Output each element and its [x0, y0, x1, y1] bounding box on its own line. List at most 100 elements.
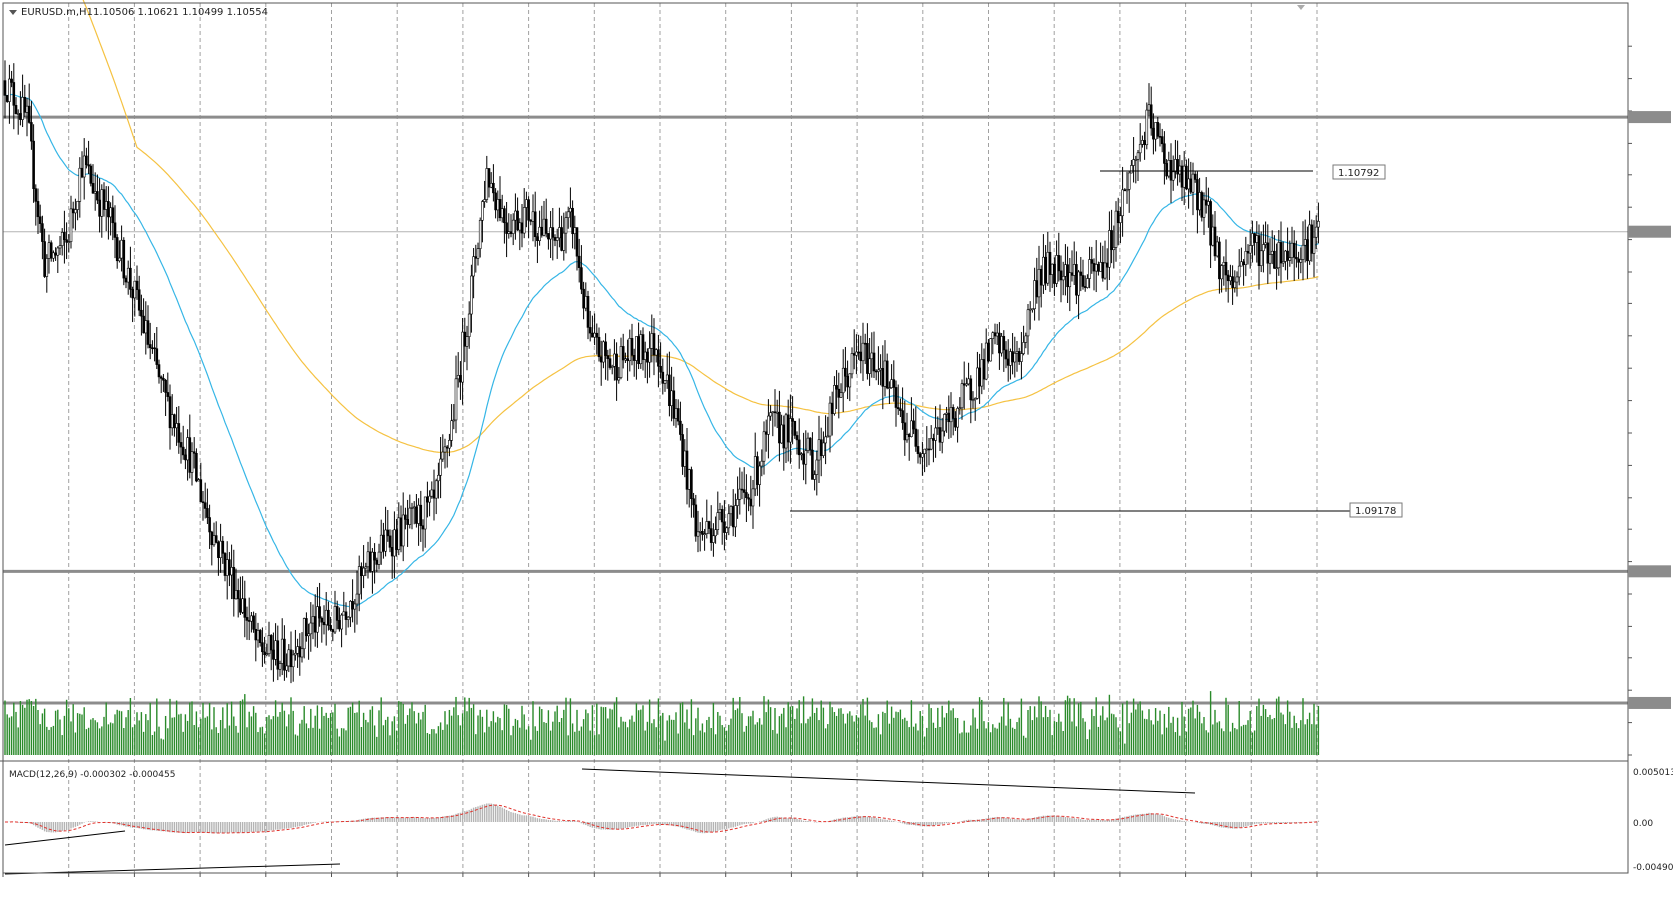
candle	[164, 378, 167, 417]
candle-body	[943, 414, 946, 432]
candle	[450, 404, 453, 447]
candle-body	[525, 199, 528, 208]
candle-body	[472, 256, 475, 277]
candle-body	[21, 97, 24, 120]
candle-body	[258, 630, 262, 644]
candle-body	[1121, 189, 1124, 217]
candle-body	[428, 495, 431, 503]
lower-level-label-box	[1349, 502, 1403, 518]
candle	[316, 587, 319, 648]
candle-body	[1312, 236, 1316, 254]
candle-body	[1286, 250, 1289, 261]
candle	[885, 353, 889, 390]
candle-body	[1297, 258, 1300, 263]
candle	[1149, 86, 1153, 136]
candle-body	[294, 652, 297, 656]
candle-body	[1308, 224, 1311, 262]
candle	[1220, 264, 1223, 293]
candle-body	[1033, 280, 1036, 310]
candle-body	[562, 232, 566, 251]
candle-body	[793, 420, 797, 436]
candle-body	[399, 517, 403, 547]
candle-body	[478, 219, 482, 249]
candle-body	[1059, 270, 1063, 281]
candle-body	[573, 227, 577, 235]
candle-body	[1147, 104, 1151, 111]
candle-body	[243, 598, 247, 618]
candle-body	[760, 460, 764, 467]
candle-body	[855, 351, 858, 356]
candle	[357, 555, 361, 612]
candle-body	[800, 453, 803, 456]
collapse-triangle-icon[interactable]	[9, 10, 17, 15]
candle-body	[82, 155, 86, 178]
candle-body	[36, 201, 40, 218]
candle	[562, 212, 566, 261]
shift-marker-icon[interactable]	[1297, 5, 1305, 10]
candle-body	[1026, 309, 1030, 337]
candle	[69, 195, 73, 249]
candle-body	[980, 359, 984, 387]
candle	[588, 310, 592, 342]
candle-body	[311, 616, 315, 624]
candle-body	[324, 609, 328, 626]
candle-body	[135, 280, 139, 291]
candle	[672, 376, 676, 426]
candle-body	[714, 529, 717, 537]
candle	[1114, 201, 1118, 262]
candle-body	[23, 97, 27, 113]
candle-body	[1284, 250, 1287, 262]
candle-body	[1086, 278, 1089, 288]
candle-body	[267, 635, 271, 654]
candle	[353, 599, 357, 633]
candle	[1121, 166, 1124, 237]
candle-body	[492, 182, 495, 194]
candle	[1295, 240, 1298, 268]
candle	[1013, 336, 1017, 378]
candle-body	[621, 346, 625, 361]
candle	[192, 437, 196, 469]
candle	[1000, 332, 1003, 357]
candle	[340, 613, 343, 648]
candle	[1059, 255, 1063, 303]
candle-body	[371, 551, 374, 572]
candle-body	[1114, 210, 1118, 248]
time-axis[interactable]	[2, 873, 1318, 877]
candle-body	[1024, 335, 1028, 343]
candle	[408, 494, 412, 529]
candle-body	[786, 414, 790, 443]
candle-body	[978, 367, 981, 387]
macd-label: MACD(12,26,9) -0.000302 -0.000455	[9, 770, 175, 780]
candle-body	[1268, 254, 1272, 264]
candle-body	[916, 446, 920, 455]
candle-body	[223, 553, 227, 576]
candle-body	[1251, 233, 1254, 246]
candle	[899, 398, 902, 417]
candle-body	[681, 434, 684, 467]
candle-body	[982, 359, 986, 380]
level-price-tag	[1628, 565, 1671, 578]
candle-body	[918, 453, 922, 458]
candle	[1048, 241, 1052, 292]
candle-body	[896, 407, 900, 410]
candle	[34, 184, 38, 226]
candle-body	[296, 646, 299, 654]
candle	[74, 198, 77, 231]
candle	[155, 327, 159, 370]
candle	[362, 545, 365, 589]
candle-body	[1031, 308, 1034, 311]
candle-body	[241, 598, 244, 613]
candle-body	[395, 529, 398, 550]
candle	[877, 346, 880, 385]
candle-body	[1127, 172, 1131, 190]
candle-body	[225, 559, 229, 576]
candle-body	[925, 448, 929, 451]
volume-bars	[4, 691, 1320, 755]
candle-body	[923, 448, 926, 454]
price-axis[interactable]	[1628, 45, 1671, 756]
candle	[115, 234, 119, 269]
candle	[663, 380, 667, 392]
candle-body	[351, 601, 354, 610]
